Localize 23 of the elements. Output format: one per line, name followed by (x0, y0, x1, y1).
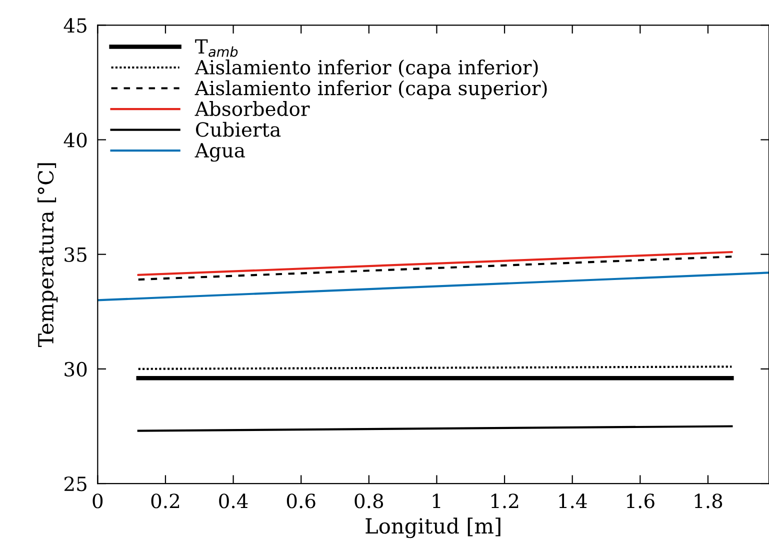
x-tick-label: 1.8 (694, 494, 722, 508)
legend-label: Absorbedor (194, 101, 310, 116)
x-tick-label: 1 (432, 494, 440, 508)
legend-label: Aislamiento inferior (capa inferior) (194, 60, 538, 78)
legend-label: Aislamiento inferior (capa superior) (194, 80, 547, 100)
x-tick-label: 0 (92, 494, 103, 508)
y-axis-title: Temperatura [°C] (37, 163, 58, 348)
x-tick-label: 1.6 (627, 494, 654, 508)
x-tick-label: 0.2 (151, 494, 180, 508)
x-axis-title: Longitud [m] (366, 518, 500, 538)
x-tick-label: 1.4 (559, 494, 587, 508)
y-tick-label: 30 (64, 362, 87, 377)
y-tick-label: 45 (64, 18, 86, 33)
y-tick-label: 40 (64, 132, 87, 148)
y-tick-label: 25 (64, 476, 86, 492)
x-tick-label: 0.6 (286, 494, 316, 508)
legend-label: Cubierta (196, 122, 281, 137)
legend-label: Agua (194, 143, 245, 162)
x-tick-label: 0.4 (219, 494, 248, 508)
y-tick-label: 35 (64, 247, 86, 262)
x-tick-label: 1.2 (491, 494, 518, 508)
legend-label: T$_{amb}$ (195, 39, 238, 57)
x-tick-label: 0.8 (354, 494, 384, 508)
